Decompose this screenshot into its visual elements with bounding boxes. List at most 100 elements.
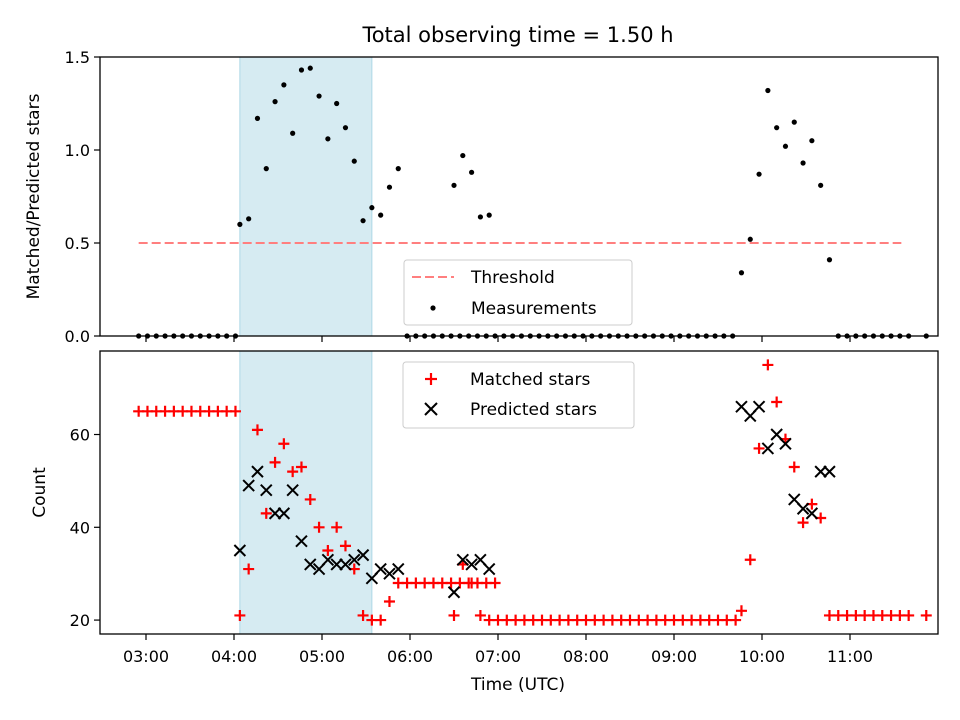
predicted-star-point bbox=[456, 553, 470, 566]
measurement-point bbox=[360, 218, 366, 224]
x-tick-label: 06:00 bbox=[387, 647, 433, 666]
measurement-point bbox=[486, 212, 492, 218]
measurement-point bbox=[298, 67, 305, 73]
x-tick-label: 08:00 bbox=[563, 647, 609, 666]
measurement-point bbox=[316, 93, 322, 99]
measurement-point bbox=[765, 87, 771, 94]
matched-star-point bbox=[448, 609, 460, 621]
matched-star-point bbox=[744, 554, 756, 566]
predicted-star-point bbox=[779, 437, 792, 450]
bottom-legend-box bbox=[402, 361, 635, 429]
legend-matched-swatch bbox=[425, 373, 437, 385]
measurement-points bbox=[136, 65, 929, 339]
matched-star-point bbox=[278, 438, 290, 450]
matched-star-point bbox=[304, 493, 316, 505]
measurement-point bbox=[800, 160, 806, 166]
bottom-y-tick-label: 40 bbox=[70, 518, 90, 537]
measurement-point bbox=[334, 100, 340, 107]
top-highlight-span bbox=[239, 56, 373, 337]
top-y-ticks: 0.0 0.5 1.0 1.5 bbox=[65, 48, 100, 346]
top-y-axis-label: Matched/Predicted stars bbox=[24, 93, 44, 299]
matched-star-point bbox=[260, 507, 272, 519]
legend-threshold-label: Threshold bbox=[470, 268, 555, 288]
matched-star-point bbox=[375, 614, 387, 626]
measurement-point bbox=[272, 99, 278, 105]
bottom-legend: Matched stars Predicted stars bbox=[402, 361, 635, 429]
legend-predicted-label: Predicted stars bbox=[470, 400, 597, 420]
x-tick-label: 05:00 bbox=[299, 647, 345, 666]
top-legend: Threshold Measurements bbox=[403, 259, 633, 326]
predicted-star-point bbox=[465, 558, 478, 571]
predicted-star-point bbox=[251, 465, 264, 478]
top-x-ticks bbox=[145, 336, 851, 342]
matched-star-point bbox=[331, 521, 343, 533]
measurement-point bbox=[263, 166, 269, 172]
measurement-point bbox=[747, 236, 753, 242]
top-y-tick-label: 0.5 bbox=[65, 234, 90, 253]
measurement-point bbox=[809, 138, 815, 144]
measurement-point bbox=[246, 216, 252, 222]
legend-measurement-label: Measurements bbox=[471, 299, 597, 319]
matched-star-point bbox=[357, 609, 369, 621]
measurement-point bbox=[460, 152, 466, 159]
predicted-star-point bbox=[823, 465, 836, 478]
measurement-point bbox=[378, 212, 384, 218]
matched-star-point bbox=[735, 605, 747, 617]
predicted-star-point bbox=[330, 558, 343, 571]
x-axis-label: Time (UTC) bbox=[470, 675, 565, 695]
measurement-point bbox=[451, 182, 457, 188]
predicted-star-point bbox=[482, 562, 496, 576]
predicted-star-point bbox=[260, 483, 273, 497]
matched-points bbox=[133, 359, 932, 626]
top-y-tick-label: 1.5 bbox=[65, 48, 90, 67]
top-y-tick-label: 0.0 bbox=[65, 327, 90, 346]
predicted-star-point bbox=[295, 535, 308, 548]
matched-star-point bbox=[322, 544, 334, 556]
matched-star-point bbox=[383, 596, 395, 608]
bottom-y-tick-label: 20 bbox=[70, 611, 90, 630]
matched-star-point bbox=[753, 442, 765, 454]
predicted-star-point bbox=[304, 558, 317, 571]
predicted-star-point bbox=[752, 400, 766, 413]
matched-star-point bbox=[788, 461, 800, 473]
measurement-point bbox=[254, 115, 261, 121]
matched-star-point bbox=[466, 577, 478, 589]
legend-predicted-swatch bbox=[424, 402, 438, 416]
bottom-y-tick-label: 60 bbox=[70, 426, 90, 445]
matched-star-point bbox=[339, 540, 351, 552]
predicted-star-point bbox=[796, 502, 810, 515]
measurement-point bbox=[469, 169, 475, 175]
predicted-star-point bbox=[814, 465, 827, 478]
matched-star-point bbox=[295, 461, 307, 473]
matched-star-point bbox=[920, 609, 932, 621]
top-legend-box bbox=[403, 259, 633, 326]
bottom-y-ticks: 20 40 60 bbox=[70, 426, 100, 630]
top-panel: 0.0 0.5 1.0 1.5 Matched/Predicted stars Thr… bbox=[24, 48, 939, 346]
x-tick-label: 11:00 bbox=[827, 647, 873, 666]
x-tick-label: 03:00 bbox=[123, 647, 169, 666]
predicted-star-point bbox=[286, 483, 299, 497]
measurement-point bbox=[351, 158, 357, 164]
measurement-point bbox=[818, 182, 824, 188]
legend-measurement-swatch bbox=[430, 305, 436, 311]
matched-star-point bbox=[229, 405, 241, 417]
matched-star-point bbox=[797, 517, 809, 529]
measurement-point bbox=[477, 214, 483, 220]
measurement-point bbox=[281, 82, 287, 88]
measurement-point bbox=[791, 119, 797, 125]
measurement-point bbox=[395, 166, 401, 172]
matched-star-point bbox=[903, 609, 915, 621]
bottom-panel: 20 40 60 03:00 04:00 05:00 06:00 07:00 08:00 09:… bbox=[30, 350, 939, 695]
matched-star-point bbox=[762, 359, 774, 371]
top-plot-frame bbox=[99, 56, 939, 337]
matched-star-point bbox=[269, 456, 281, 468]
measurement-point bbox=[237, 221, 243, 227]
predicted-star-point bbox=[321, 553, 335, 566]
top-y-tick-label: 1.0 bbox=[65, 141, 90, 160]
measurement-point bbox=[738, 270, 745, 276]
measurement-point bbox=[756, 171, 762, 177]
predicted-star-point bbox=[383, 567, 396, 580]
bottom-highlight-span bbox=[239, 350, 373, 635]
predicted-star-point bbox=[356, 548, 370, 562]
